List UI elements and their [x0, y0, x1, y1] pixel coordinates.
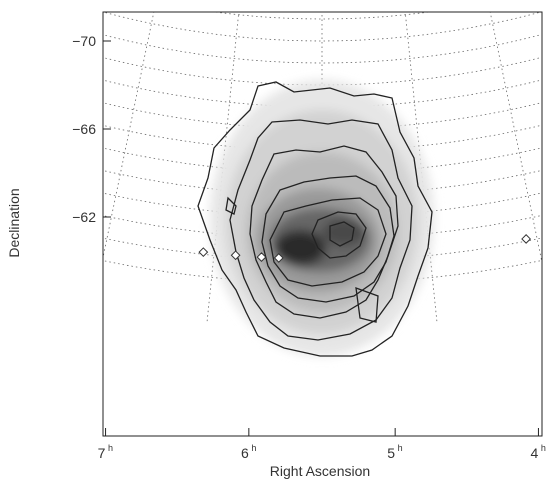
- dec-gridline: [103, 34, 542, 64]
- y-tick-label: −62: [72, 209, 96, 225]
- x-tick-superscript: h: [398, 443, 403, 453]
- diamond-marker: [521, 234, 532, 244]
- x-tick-label: 6: [241, 445, 249, 461]
- x-tick-label: 7: [98, 445, 106, 461]
- y-tick-label: −66: [72, 121, 96, 137]
- y-tick-label: −70: [72, 33, 96, 49]
- y-axis: −62−66−70−74: [72, 33, 111, 225]
- density-map: [210, 80, 434, 356]
- x-tick-label: 5: [387, 445, 395, 461]
- contour-level-3: [249, 145, 399, 319]
- diamond-marker: [273, 253, 284, 263]
- marker-layer: [198, 234, 532, 263]
- contour-level-4: [261, 175, 395, 303]
- ra-gridline: [489, 12, 542, 265]
- x-axis-label: Right Ascension: [270, 463, 370, 479]
- contour-level-5: [269, 197, 387, 287]
- diamond-marker: [230, 250, 241, 261]
- diamond-marker: [198, 247, 209, 258]
- contour-island: [355, 287, 379, 323]
- contour-level-1: [197, 81, 433, 357]
- contour-lines: [197, 81, 433, 357]
- dec-gridline: [212, 12, 432, 20]
- contour-level-7: [329, 221, 355, 247]
- x-tick-superscript: h: [541, 443, 546, 453]
- contour-level-2: [229, 119, 413, 341]
- ra-gridline: [529, 0, 560, 275]
- x-tick-superscript: h: [108, 443, 113, 453]
- y-axis-label: Declination: [6, 188, 22, 257]
- plot-frame: [102, 11, 543, 437]
- contour-spur-left: [225, 196, 237, 215]
- diamond-marker: [256, 252, 267, 262]
- contour-level-6: [311, 211, 367, 259]
- x-tick-superscript: h: [251, 443, 256, 453]
- ra-gridline: [103, 12, 155, 260]
- x-tick-label: 4: [531, 445, 539, 461]
